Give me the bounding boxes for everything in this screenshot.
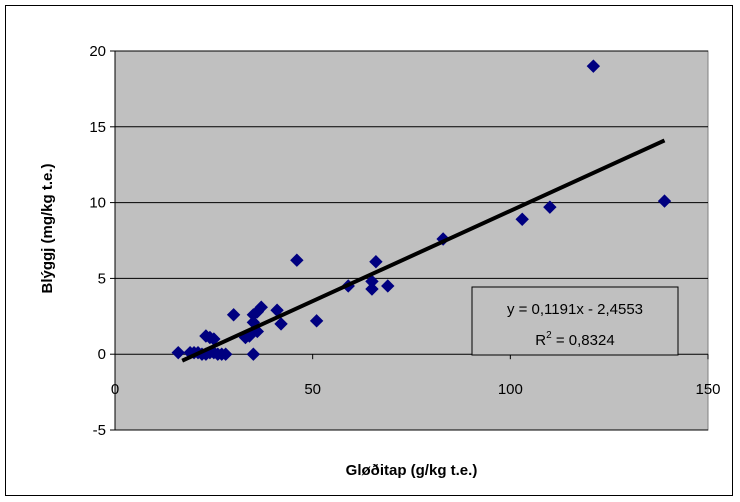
data-point-marker <box>381 279 395 293</box>
data-point-marker <box>586 59 601 73</box>
x-tick-label: 50 <box>304 381 321 398</box>
y-tick-label: 10 <box>89 195 106 212</box>
x-axis-title: Gløðitap (g/kg t.e.) <box>346 462 478 479</box>
y-tick-labels: -5 0 5 10 15 20 <box>89 43 106 439</box>
equation-box: y = 0,1191x - 2,4553 R2 = 0,8324 <box>471 286 679 356</box>
data-point-marker <box>171 345 185 360</box>
y-tick-label: 15 <box>89 119 106 136</box>
data-point-marker <box>254 300 268 314</box>
r-squared-value: = 0,8324 <box>552 332 615 349</box>
y-tick-label: 20 <box>89 43 106 60</box>
x-tick-label: 100 <box>498 381 523 398</box>
equation-box-border <box>471 286 679 356</box>
r-squared-prefix: R <box>535 332 546 349</box>
x-tick-labels: 0 50 100 150 <box>111 381 721 398</box>
plot-area <box>114 50 709 431</box>
trendline-equation: y = 0,1191x - 2,4553 <box>507 301 643 318</box>
data-point-marker <box>218 347 233 361</box>
trendline <box>181 138 666 363</box>
r-squared-superscript: 2 <box>546 330 552 341</box>
data-point-marker <box>226 308 241 322</box>
x-tick-label: 150 <box>695 381 720 398</box>
data-point-marker <box>290 253 304 267</box>
y-tick-label: 5 <box>98 270 106 287</box>
data-point-marker <box>657 194 672 208</box>
y-tick-label: -5 <box>93 422 106 439</box>
data-point-marker <box>246 347 261 361</box>
data-point-marker <box>543 200 557 214</box>
data-point-marker <box>515 212 529 226</box>
y-axis-title: Blýggj (mg/kg t.e.) <box>39 163 56 293</box>
data-point-marker <box>274 317 288 331</box>
r-squared-label: R2 = 0,8324 <box>535 330 614 349</box>
data-point-marker <box>309 314 324 328</box>
data-point-marker <box>365 282 379 296</box>
gridlines <box>115 50 708 431</box>
x-tick-label: 0 <box>111 381 119 398</box>
y-tick-label: 0 <box>98 346 106 363</box>
data-point-marker <box>369 255 383 269</box>
